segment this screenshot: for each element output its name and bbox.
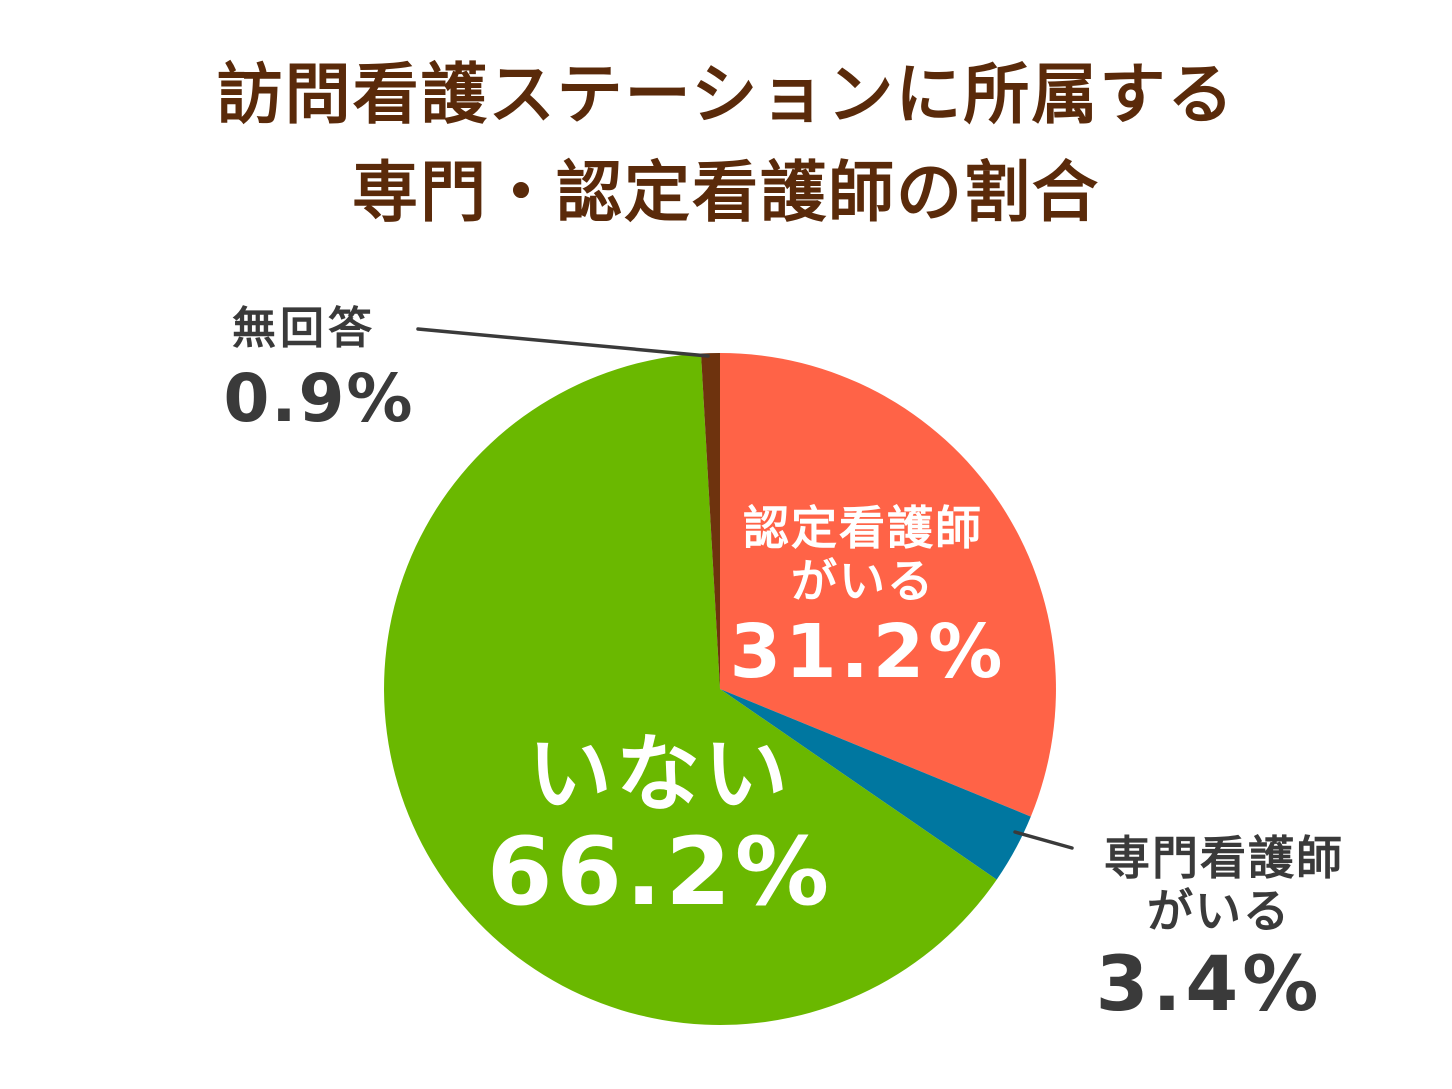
slice-inai bbox=[384, 353, 997, 1025]
label-senmon-line2: がいる bbox=[1147, 883, 1291, 938]
slice-mukaitou bbox=[701, 352, 720, 689]
label-inai-value: 66.2% bbox=[486, 817, 834, 927]
label-inai-name: いない bbox=[527, 725, 792, 823]
leader-line-senmon bbox=[1013, 830, 1074, 850]
label-nintei: 認定看護師 がいる 31.2% bbox=[718, 502, 1008, 695]
label-mukaitou-value: 0.9% bbox=[223, 359, 415, 437]
leader-line-mukaitou bbox=[416, 327, 710, 358]
slice-nintei bbox=[720, 353, 1056, 817]
label-nintei-value: 31.2% bbox=[729, 608, 1007, 695]
chart-title-line1: 訪問看護ステーションに所属する bbox=[216, 56, 1236, 133]
label-mukaitou: 無回答 0.9% bbox=[214, 303, 424, 437]
label-mukaitou-name: 無回答 bbox=[232, 303, 376, 354]
label-senmon-value: 3.4% bbox=[1095, 938, 1323, 1028]
label-nintei-line1: 認定看護師 bbox=[743, 501, 983, 555]
label-inai: いない 66.2% bbox=[480, 726, 840, 927]
label-senmon: 専門看護師 がいる 3.4% bbox=[1074, 831, 1374, 1028]
slice-senmon bbox=[720, 689, 1031, 880]
chart-title-line2: 専門・認定看護師の割合 bbox=[352, 154, 1100, 231]
label-senmon-line1: 専門看護師 bbox=[1104, 831, 1344, 885]
label-nintei-line2: がいる bbox=[791, 553, 935, 608]
